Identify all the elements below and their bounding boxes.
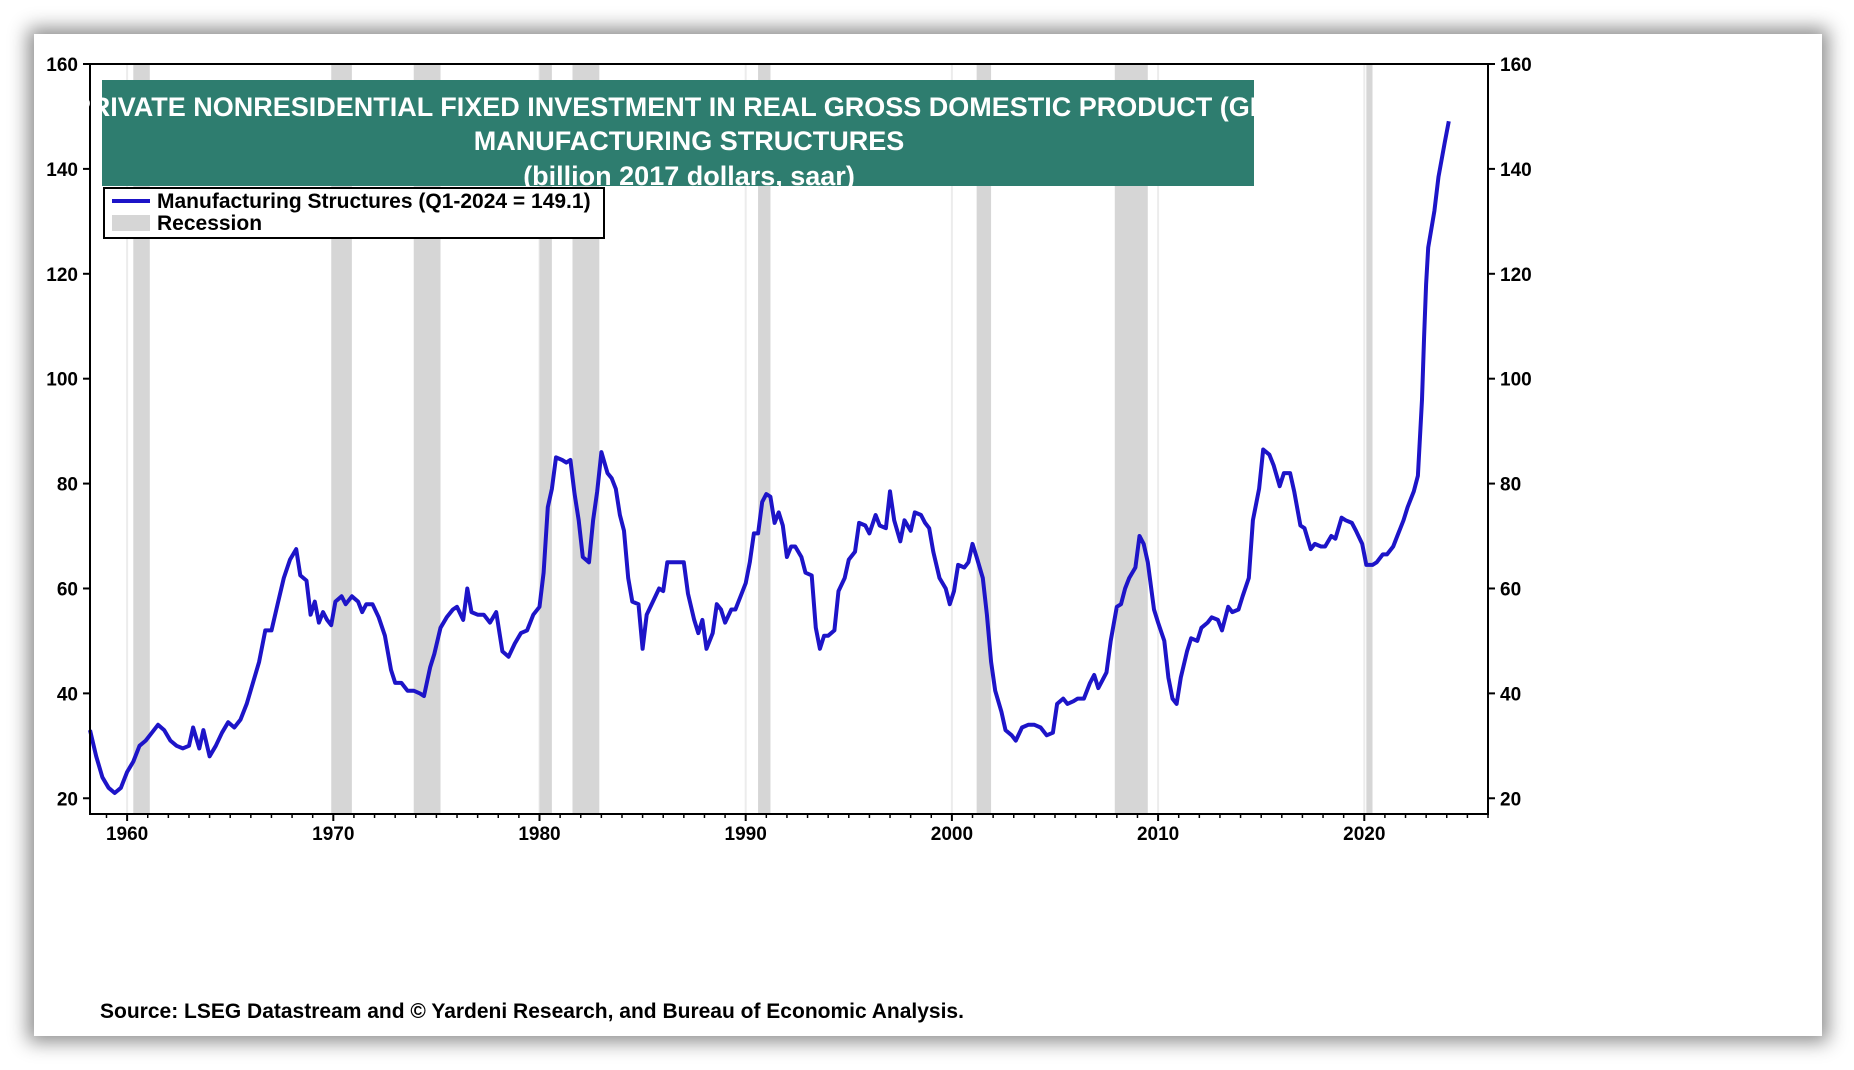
y-tick-label-right-60: 60: [1500, 579, 1521, 600]
series-layer: [88, 120, 1451, 795]
x-tick-label-2010: 2010: [1137, 824, 1179, 845]
y-tick-label-right-120: 120: [1500, 265, 1532, 286]
x-tick-label-1970: 1970: [312, 824, 354, 845]
x-tick-label-2000: 2000: [931, 824, 973, 845]
y-tick-label-left-160: 160: [46, 55, 78, 76]
chart-title-line-2: MANUFACTURING STRUCTURES: [474, 126, 904, 156]
chart-title-line-1: PRIVATE NONRESIDENTIAL FIXED INVESTMENT …: [73, 92, 1306, 122]
recession-band-6: [758, 64, 771, 814]
recession-band-9: [1366, 64, 1373, 814]
recession-band-1: [133, 64, 150, 814]
recession-band-4: [539, 64, 552, 814]
y-tick-label-left-20: 20: [57, 789, 78, 810]
y-tick-label-right-140: 140: [1500, 160, 1532, 181]
chart-frame: 20 20 40 40 60 60 80 80 100 100 120 120 140 140 160 160…: [34, 34, 1822, 1036]
source-note: Source: LSEG Datastream and © Yardeni Re…: [100, 1000, 964, 1023]
series-line-manufacturing-structures: [88, 120, 1451, 795]
legend: Manufacturing Structures (Q1-2024 = 149.…: [103, 187, 605, 239]
x-tick-label-2020: 2020: [1343, 824, 1385, 845]
y-tick-label-right-20: 20: [1500, 789, 1521, 810]
legend-box: [103, 187, 605, 239]
y-tick-label-left-140: 140: [46, 160, 78, 181]
y-tick-label-left-40: 40: [57, 684, 78, 705]
recession-band-8: [1114, 64, 1148, 814]
y-tick-label-left-120: 120: [46, 265, 78, 286]
y-tick-label-right-160: 160: [1500, 55, 1532, 76]
legend-recession-swatch: [112, 215, 150, 231]
y-tick-label-right-100: 100: [1500, 370, 1532, 391]
recession-band-2: [331, 64, 352, 814]
legend-recession-label: Recession: [157, 212, 262, 235]
y-tick-label-left-60: 60: [57, 579, 78, 600]
x-tick-label-1960: 1960: [106, 824, 148, 845]
y-tick-label-right-80: 80: [1500, 475, 1521, 496]
y-tick-label-left-80: 80: [57, 475, 78, 496]
y-tick-label-left-100: 100: [46, 370, 78, 391]
x-tick-label-1980: 1980: [518, 824, 560, 845]
chart-title-box: PRIVATE NONRESIDENTIAL FIXED INVESTMENT …: [73, 80, 1306, 191]
title-background: [102, 80, 1254, 186]
y-tick-label-right-40: 40: [1500, 684, 1521, 705]
chart-title-line-3: (billion 2017 dollars, saar): [523, 161, 855, 191]
legend-series-label: Manufacturing Structures (Q1-2024 = 149.…: [157, 190, 591, 213]
plot-border: [89, 63, 1489, 815]
x-tick-label-1990: 1990: [725, 824, 767, 845]
